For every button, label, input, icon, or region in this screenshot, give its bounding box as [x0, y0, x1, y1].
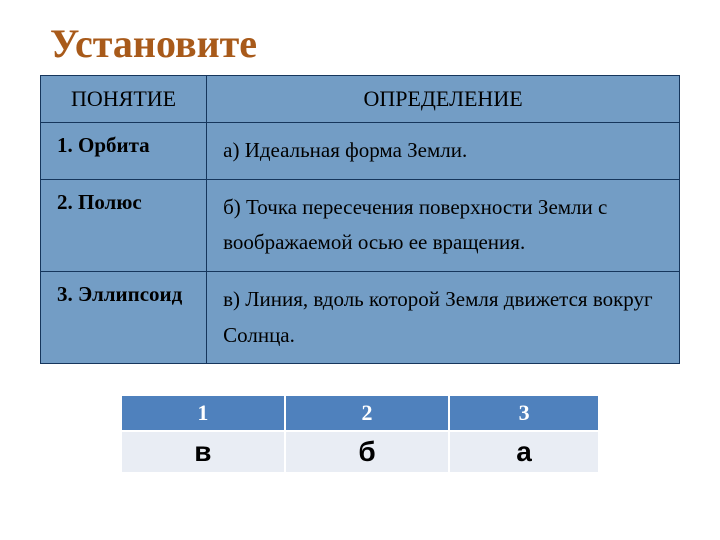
table-row: 2. Полюс б) Точка пересечения поверхност… — [41, 179, 680, 271]
page-title: Установите — [40, 20, 680, 67]
answer-header-cell: 3 — [449, 395, 599, 431]
definition-cell: а) Идеальная форма Земли. — [207, 123, 680, 180]
header-concept: ПОНЯТИЕ — [41, 76, 207, 123]
answer-value-row: в б а — [121, 431, 599, 473]
concept-cell: 3. Эллипсоид — [41, 272, 207, 364]
answer-table: 1 2 3 в б а — [120, 394, 600, 474]
definitions-table: ПОНЯТИЕ ОПРЕДЕЛЕНИЕ 1. Орбита а) Идеальн… — [40, 75, 680, 364]
answer-cell: в — [121, 431, 285, 473]
answer-cell: а — [449, 431, 599, 473]
concept-cell: 1. Орбита — [41, 123, 207, 180]
answer-header-cell: 2 — [285, 395, 449, 431]
definition-cell: в) Линия, вдоль которой Земля движется в… — [207, 272, 680, 364]
definition-cell: б) Точка пересечения поверхности Земли с… — [207, 179, 680, 271]
concept-cell: 2. Полюс — [41, 179, 207, 271]
answer-header-cell: 1 — [121, 395, 285, 431]
table-row: 1. Орбита а) Идеальная форма Земли. — [41, 123, 680, 180]
table-row: 3. Эллипсоид в) Линия, вдоль которой Зем… — [41, 272, 680, 364]
header-definition: ОПРЕДЕЛЕНИЕ — [207, 76, 680, 123]
answer-section: 1 2 3 в б а — [40, 394, 680, 474]
answer-header-row: 1 2 3 — [121, 395, 599, 431]
answer-cell: б — [285, 431, 449, 473]
